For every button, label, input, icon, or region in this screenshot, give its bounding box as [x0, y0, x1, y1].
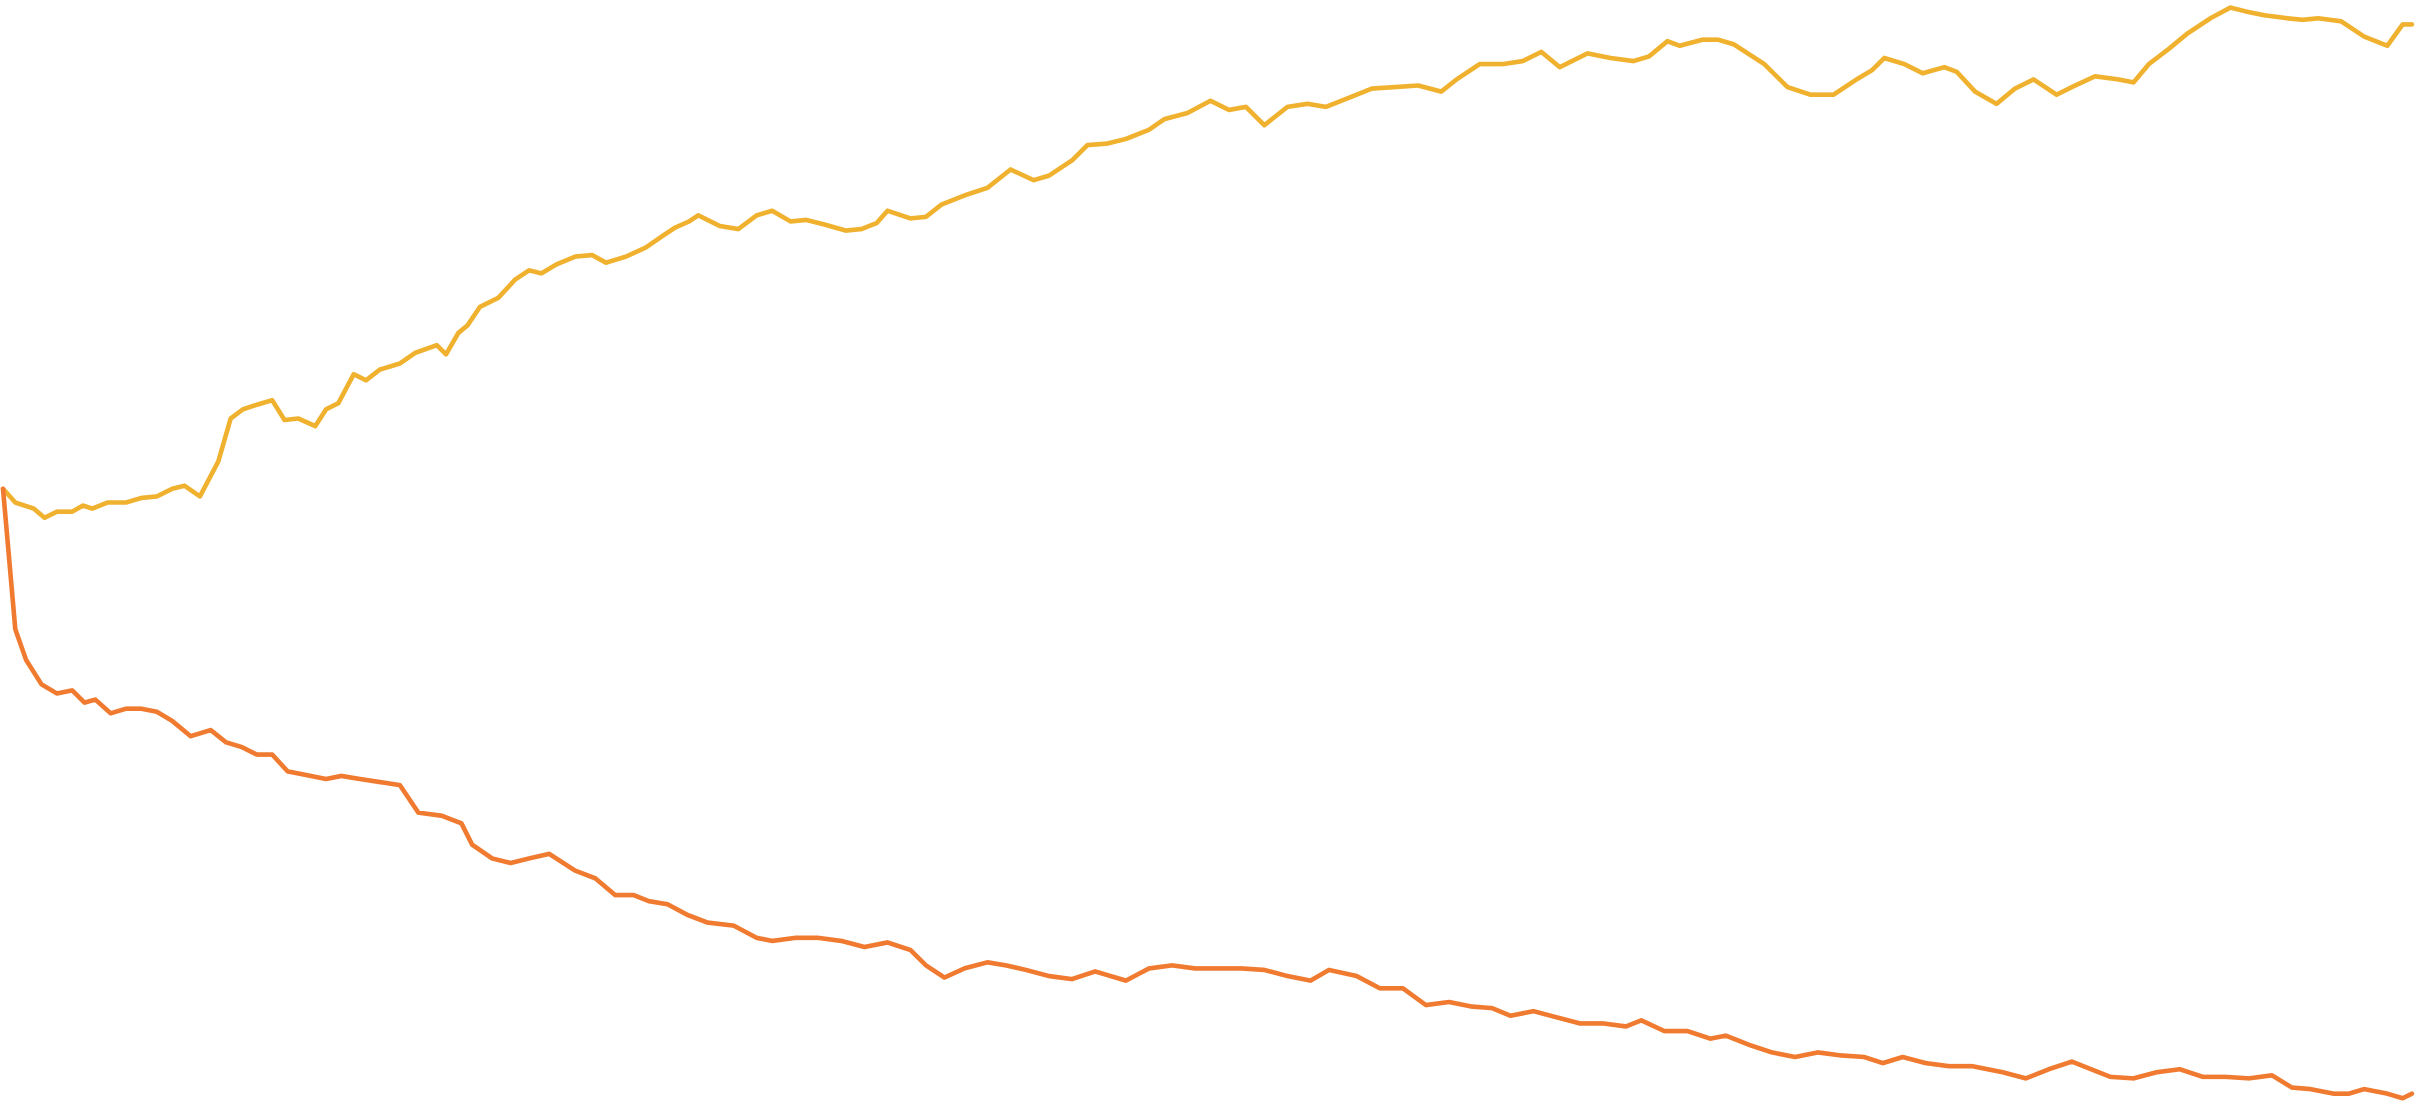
data-line — [0, 5, 2415, 521]
data-line — [0, 486, 2415, 1101]
